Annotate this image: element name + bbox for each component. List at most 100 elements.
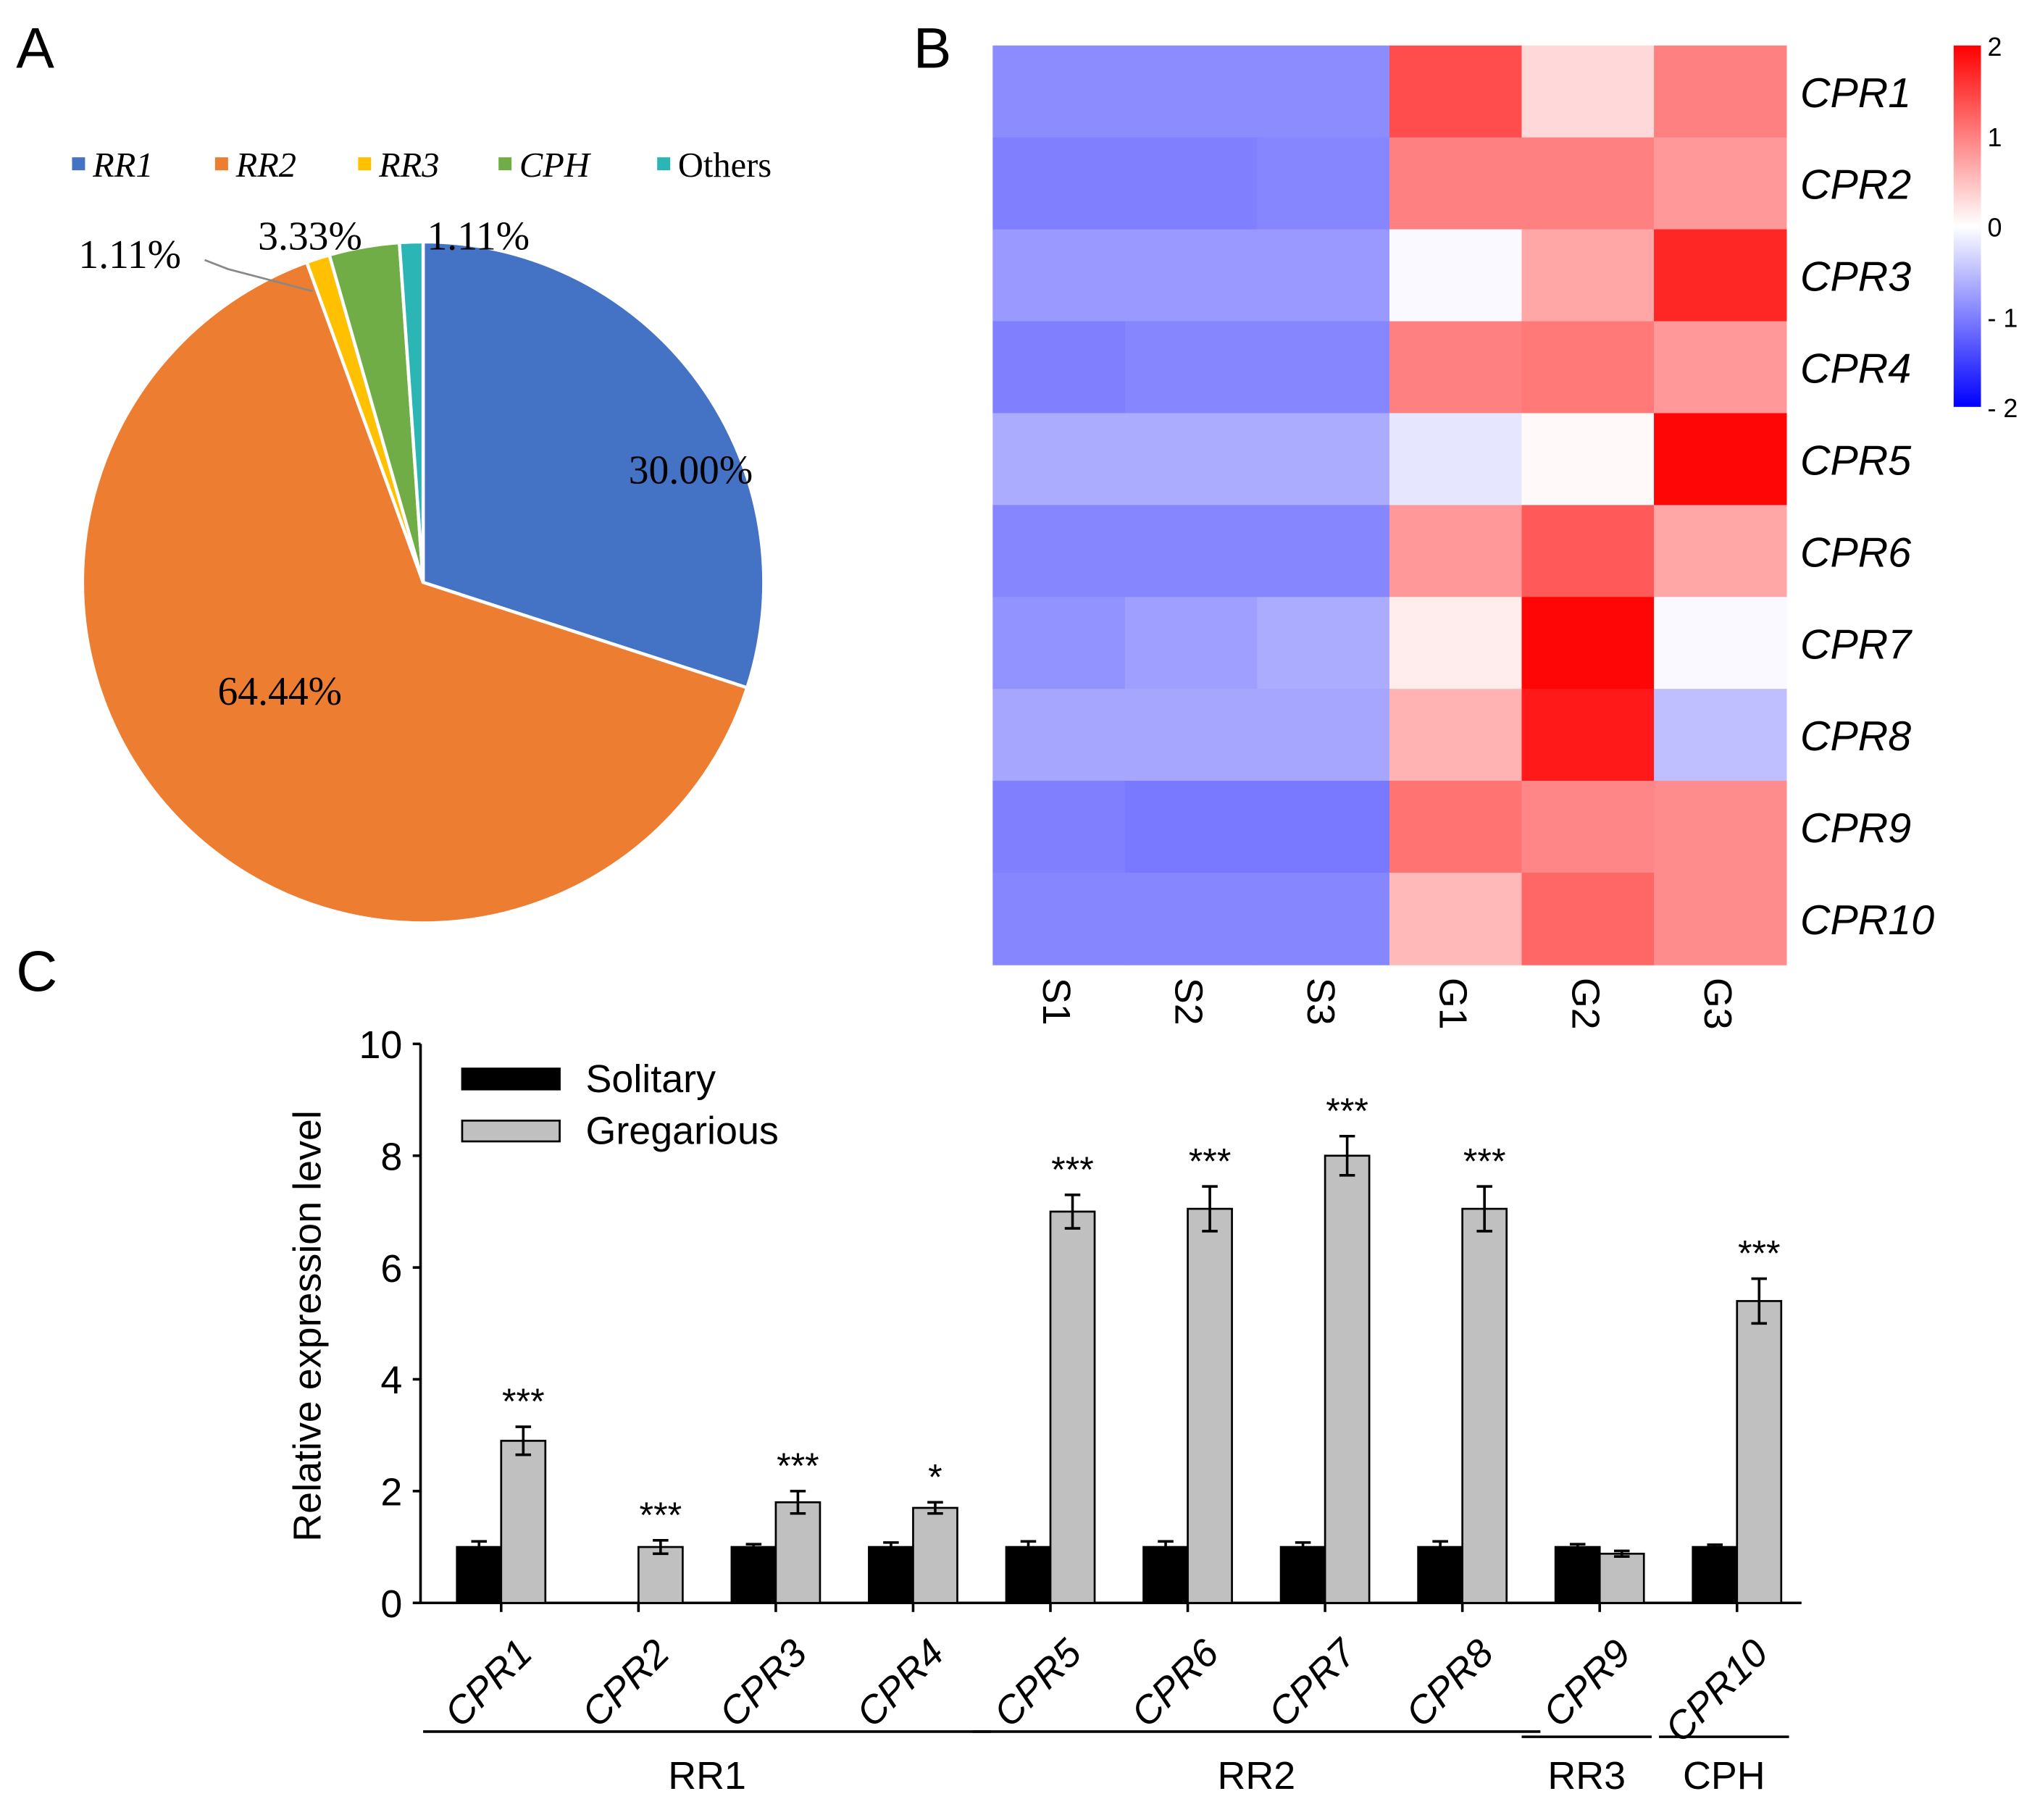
- error-bar: [653, 1538, 669, 1556]
- significance-label: ***: [1189, 1141, 1232, 1181]
- bar-gregarious: [500, 1440, 547, 1604]
- colorbar-tick: 2: [1987, 33, 2002, 62]
- error-bar: [1020, 1540, 1037, 1554]
- heatmap-cell: [1654, 45, 1787, 138]
- error-bar: [1202, 1185, 1218, 1233]
- bar-gregarious: [1461, 1207, 1508, 1604]
- colorbar-tick: 0: [1987, 214, 2002, 243]
- significance-label: ***: [777, 1446, 819, 1486]
- heatmap-cell: [1257, 137, 1390, 230]
- heatmap-cell: [1521, 872, 1655, 965]
- column-label: G3: [1696, 978, 1739, 1030]
- category-label: CPR1: [436, 1631, 540, 1735]
- colorbar-tick: - 2: [1987, 394, 2018, 423]
- category-label: CPR4: [848, 1631, 953, 1735]
- significance-label: ***: [502, 1381, 545, 1422]
- legend-label: RR2: [235, 146, 296, 185]
- category-label: CPR8: [1397, 1631, 1502, 1735]
- heatmap-cell: [1654, 321, 1787, 414]
- pie-value-label: 64.44%: [217, 669, 342, 714]
- heatmap-cell: [1521, 413, 1655, 506]
- heatmap-cell: [1124, 689, 1258, 781]
- heatmap-cell: [992, 872, 1126, 965]
- pie-slice-rr1: [421, 240, 766, 690]
- legend-swatch: [498, 157, 512, 171]
- pie-value-label: 1.11%: [427, 214, 530, 259]
- heatmap-cell: [1389, 321, 1523, 414]
- legend-label: CPH: [519, 146, 592, 185]
- error-bar: [883, 1541, 899, 1553]
- error-bar: [1707, 1543, 1723, 1551]
- y-tick-label: 6: [380, 1247, 402, 1291]
- error-bar: [1476, 1185, 1492, 1233]
- heatmap-cell: [992, 781, 1126, 873]
- category-label: CPR2: [574, 1631, 678, 1735]
- legend-label: Solitary: [585, 1057, 716, 1101]
- bar-gregarious: [774, 1501, 822, 1604]
- bar-gregarious: [1598, 1552, 1645, 1604]
- bar-chart: 0 2 4 6 8 10 Relative expression level *** CPR1 *…: [285, 1023, 1802, 1798]
- bar-solitary: [1142, 1546, 1189, 1604]
- bar-solitary: [1554, 1546, 1601, 1604]
- column-label: S3: [1299, 978, 1342, 1026]
- error-bar: [1751, 1277, 1768, 1325]
- heatmap-cell: [1257, 45, 1390, 138]
- significance-label: ***: [640, 1495, 682, 1535]
- heatmap-cell: [1389, 45, 1523, 138]
- legend-swatch: [461, 1119, 561, 1143]
- colorbar-tick: - 1: [1987, 303, 2018, 332]
- heatmap-cell: [992, 45, 1126, 138]
- heatmap-cell: [1389, 597, 1523, 690]
- bar-gregarious: [1324, 1154, 1371, 1604]
- heatmap-cell: [1257, 597, 1390, 690]
- bar-gregarious: [1049, 1210, 1096, 1604]
- column-label: S2: [1167, 978, 1211, 1026]
- heatmap-cell: [992, 229, 1126, 322]
- heatmap-cell: [1521, 689, 1655, 781]
- legend-swatch: [214, 157, 228, 171]
- heatmap-cell: [1389, 505, 1523, 598]
- heatmap-cell: [1124, 505, 1258, 598]
- heatmap-cell: [1124, 321, 1258, 414]
- heatmap-cell: [1257, 781, 1390, 873]
- y-tick-label: 10: [359, 1023, 402, 1067]
- legend-label: RR3: [378, 146, 439, 185]
- bar-solitary: [868, 1546, 914, 1604]
- heatmap-cell: [992, 689, 1126, 781]
- row-label: CPR7: [1800, 621, 1913, 668]
- heatmap-cell: [1124, 137, 1258, 230]
- category-label: CPR6: [1123, 1631, 1227, 1735]
- heatmap-cell: [1521, 45, 1655, 138]
- heatmap-cell: [1257, 872, 1390, 965]
- y-tick-label: 2: [380, 1471, 402, 1514]
- error-bar: [471, 1540, 488, 1554]
- heatmap-cell: [1521, 505, 1655, 598]
- bar-gregarious: [912, 1506, 958, 1604]
- heatmap-cell: [1124, 597, 1258, 690]
- y-tick-label: 0: [380, 1582, 402, 1626]
- row-label: CPR1: [1800, 70, 1911, 117]
- error-bar: [745, 1543, 762, 1551]
- error-bar: [790, 1490, 806, 1515]
- heatmap-cell: [1257, 413, 1390, 506]
- heatmap-cell: [1654, 872, 1787, 965]
- row-label: CPR10: [1800, 897, 1934, 944]
- significance-label: ***: [1738, 1233, 1781, 1274]
- heatmap: CPR1 CPR2 CPR3 CPR4 CPR5 CPR6 CPR7 CPR8 CPR9 CPR1…: [992, 33, 2018, 1030]
- y-axis-label: Relative expression level: [285, 1110, 329, 1542]
- error-bar: [1613, 1549, 1630, 1558]
- pie-value-label: 1.11%: [78, 232, 181, 277]
- bar-solitary: [1417, 1546, 1464, 1604]
- bar-solitary: [1692, 1546, 1739, 1604]
- heatmap-cell: [1654, 229, 1787, 322]
- pie-chart: 30.00% 64.44% 1.11% 3.33% 1.11% RR1 RR2 RR3 CPH O…: [72, 146, 772, 925]
- row-label: CPR9: [1800, 805, 1911, 852]
- heatmap-cell: [1389, 872, 1523, 965]
- legend-swatch: [72, 157, 85, 171]
- heatmap-cell: [1654, 137, 1787, 230]
- heatmap-cell: [1654, 689, 1787, 781]
- heatmap-cell: [1257, 321, 1390, 414]
- column-label: G1: [1431, 978, 1475, 1030]
- legend-label: Others: [678, 146, 772, 185]
